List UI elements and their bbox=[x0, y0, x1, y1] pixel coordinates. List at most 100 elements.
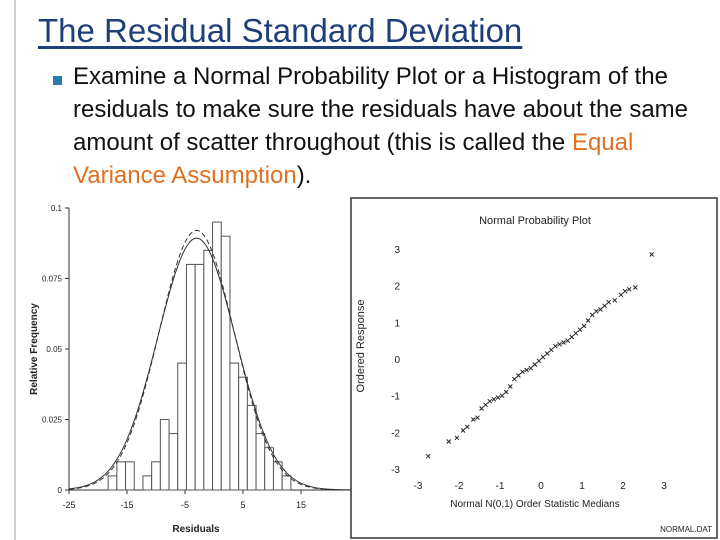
hist-bar bbox=[264, 447, 274, 491]
npp-point bbox=[589, 312, 595, 318]
bullet-text: Examine a Normal Probability Plot or a H… bbox=[73, 60, 713, 192]
npp-y-tick-label: -1 bbox=[391, 392, 400, 403]
npp-x-tick-label: 2 bbox=[620, 481, 626, 492]
hist-bar bbox=[220, 235, 231, 491]
npp-point bbox=[479, 406, 484, 411]
npp-point bbox=[552, 343, 558, 349]
npp-frame bbox=[350, 197, 718, 539]
hist-bar bbox=[229, 362, 240, 491]
hist-bar bbox=[116, 461, 127, 491]
npp-point bbox=[606, 299, 612, 305]
npp-title: Normal Probability Plot bbox=[479, 215, 591, 227]
npp-x-tick-label: -2 bbox=[455, 481, 464, 492]
hist-x-tick-label: -5 bbox=[181, 500, 189, 510]
bullet-square-icon bbox=[53, 76, 62, 85]
npp-point bbox=[626, 286, 632, 292]
npp-y-tick-label: 3 bbox=[394, 245, 400, 256]
npp-point bbox=[577, 327, 583, 333]
npp-point bbox=[557, 341, 562, 347]
npp-x-tick-label: 0 bbox=[538, 481, 544, 492]
npp-point bbox=[618, 292, 624, 298]
npp-point bbox=[503, 389, 509, 395]
hist-bar bbox=[281, 475, 292, 491]
hist-bar bbox=[125, 461, 135, 491]
npp-x-tick-label: 3 bbox=[661, 481, 667, 492]
normal-probability-plot: Normal Probability Plot 3 2 1 0 -1 -2 -3 -3 -2 -1 0… bbox=[350, 197, 718, 539]
npp-point bbox=[446, 439, 452, 444]
npp-point bbox=[548, 347, 554, 353]
hist-bar bbox=[142, 475, 153, 491]
npp-y-tick-label: -2 bbox=[391, 428, 400, 439]
npp-point bbox=[475, 415, 480, 421]
npp-point bbox=[483, 402, 489, 408]
npp-point bbox=[524, 367, 530, 373]
npp-point bbox=[528, 365, 534, 371]
npp-y-axis-label: Ordered Response bbox=[355, 300, 367, 393]
npp-point bbox=[532, 362, 538, 367]
hist-x-tick-label: -15 bbox=[120, 500, 133, 510]
hist-x-tick-label: 5 bbox=[240, 500, 245, 510]
hist-bar bbox=[151, 461, 161, 491]
hist-bar bbox=[185, 263, 196, 491]
npp-footer-label: NORMAL.DAT bbox=[660, 525, 712, 534]
hist-y-tick-label: 0.05 bbox=[46, 345, 62, 354]
npp-point bbox=[581, 323, 587, 329]
npp-x-tick-label: -3 bbox=[414, 481, 423, 492]
residuals-histogram: 00.0250.050.0750.1-25-15-551525Residuals… bbox=[29, 204, 364, 535]
npp-point bbox=[495, 395, 501, 400]
hist-bar bbox=[246, 404, 257, 491]
hist-bar bbox=[238, 376, 248, 491]
hist-reference-curve bbox=[68, 237, 360, 491]
hist-y-tick-label: 0.1 bbox=[51, 204, 63, 213]
hist-bar bbox=[203, 249, 214, 491]
hist-y-tick-label: 0.075 bbox=[42, 275, 63, 284]
npp-point bbox=[507, 384, 513, 389]
npp-point bbox=[540, 354, 546, 360]
npp-point bbox=[544, 351, 550, 356]
npp-point bbox=[569, 334, 575, 340]
npp-y-tick-label: 1 bbox=[394, 318, 400, 329]
hist-normal-curve bbox=[68, 229, 359, 491]
npp-x-axis-label: Normal N(0,1) Order Statistic Medians bbox=[450, 499, 620, 510]
npp-point bbox=[602, 303, 607, 309]
bullet-text-end: ). bbox=[296, 162, 312, 189]
npp-point bbox=[511, 376, 517, 382]
npp-point bbox=[598, 307, 603, 312]
npp-point bbox=[536, 358, 542, 364]
npp-point bbox=[464, 424, 470, 430]
npp-x-tick-label: 1 bbox=[579, 481, 585, 492]
npp-point bbox=[516, 373, 521, 378]
hist-y-tick-label: 0.025 bbox=[42, 416, 63, 425]
hist-x-tick-label: -25 bbox=[62, 500, 75, 510]
hist-bar bbox=[177, 362, 187, 491]
hist-x-axis-label: Residuals bbox=[172, 524, 220, 535]
npp-point bbox=[622, 288, 628, 294]
npp-point bbox=[612, 297, 618, 303]
npp-point bbox=[425, 453, 431, 459]
bullet-text-start: Examine a Normal Probability Plot or a H… bbox=[73, 63, 689, 156]
npp-point bbox=[520, 369, 525, 375]
npp-point bbox=[561, 340, 566, 345]
slide-left-border bbox=[14, 0, 16, 540]
hist-bar bbox=[107, 475, 118, 491]
hist-bar bbox=[159, 419, 170, 491]
npp-point bbox=[649, 252, 655, 257]
npp-point bbox=[565, 338, 571, 344]
hist-y-tick-label: 0 bbox=[58, 486, 63, 495]
npp-point bbox=[460, 428, 466, 433]
npp-y-tick-label: 2 bbox=[394, 282, 400, 293]
slide-title: The Residual Standard Deviation bbox=[38, 12, 523, 49]
npp-point bbox=[585, 318, 591, 323]
hist-y-axis-label: Relative Frequency bbox=[29, 303, 40, 395]
npp-point bbox=[632, 285, 638, 290]
hist-bar bbox=[194, 263, 205, 491]
npp-x-tick-label: -1 bbox=[496, 481, 505, 492]
npp-point bbox=[487, 398, 493, 404]
npp-point bbox=[454, 435, 460, 441]
npp-y-tick-label: -3 bbox=[391, 465, 400, 476]
npp-point bbox=[470, 417, 476, 422]
npp-point bbox=[573, 330, 579, 336]
hist-bar bbox=[168, 433, 179, 491]
npp-y-tick-label: 0 bbox=[394, 355, 400, 366]
